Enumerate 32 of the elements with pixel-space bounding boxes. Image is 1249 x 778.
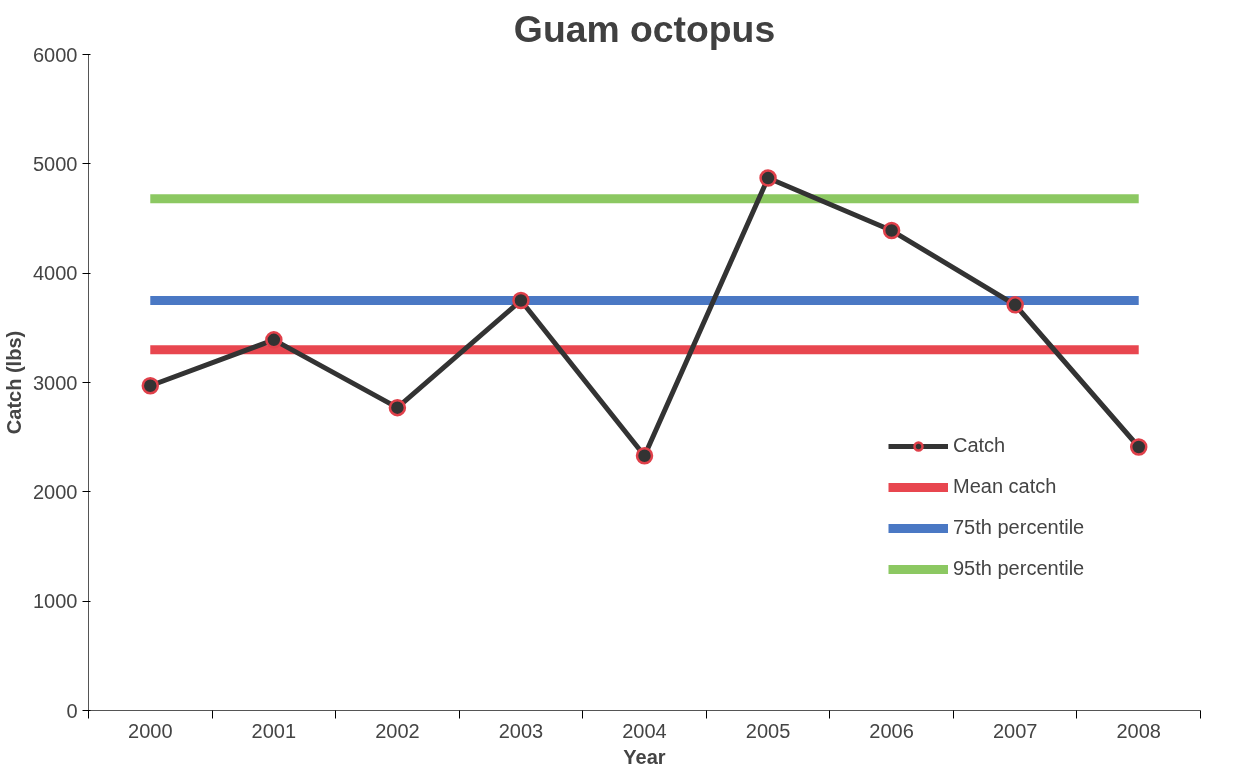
y-tick-label: 4000 [33, 262, 78, 285]
x-tick-label: 2003 [498, 719, 544, 742]
x-tick-label: 2004 [622, 719, 667, 742]
y-tick-label: 6000 [33, 43, 78, 66]
y-tick-label: 2000 [33, 480, 78, 503]
y-tick-label: 1000 [33, 590, 78, 613]
point [388, 398, 407, 417]
x-tick-label: 2008 [1116, 719, 1161, 742]
point [759, 169, 777, 187]
point [141, 377, 160, 395]
legend-label: 95th percentile [953, 557, 1085, 580]
point [1006, 296, 1024, 314]
x-tick-label: 2006 [869, 719, 914, 742]
x-tick-label: 2005 [745, 719, 791, 742]
x-tick-label: 2007 [992, 719, 1038, 742]
legend-label: Catch [953, 434, 1006, 457]
point [265, 331, 283, 349]
y-tick-label: 3000 [33, 371, 78, 394]
y-tick-label: 0 [66, 699, 78, 722]
point [882, 221, 901, 240]
x-tick-label: 2001 [251, 719, 297, 742]
y-tick-label: 5000 [33, 152, 78, 175]
legend-label: 75th percentile [953, 516, 1085, 539]
y-axis-title: Catch (lbs) [3, 330, 26, 435]
chart-title: Guam octopus [513, 7, 776, 50]
point [512, 291, 530, 310]
point [1129, 438, 1148, 456]
legend-label: Mean catch [953, 475, 1057, 498]
x-tick-label: 2000 [128, 719, 173, 742]
x-tick-label: 2002 [375, 719, 420, 742]
point [635, 447, 654, 465]
x-axis-title: Year [623, 745, 666, 768]
